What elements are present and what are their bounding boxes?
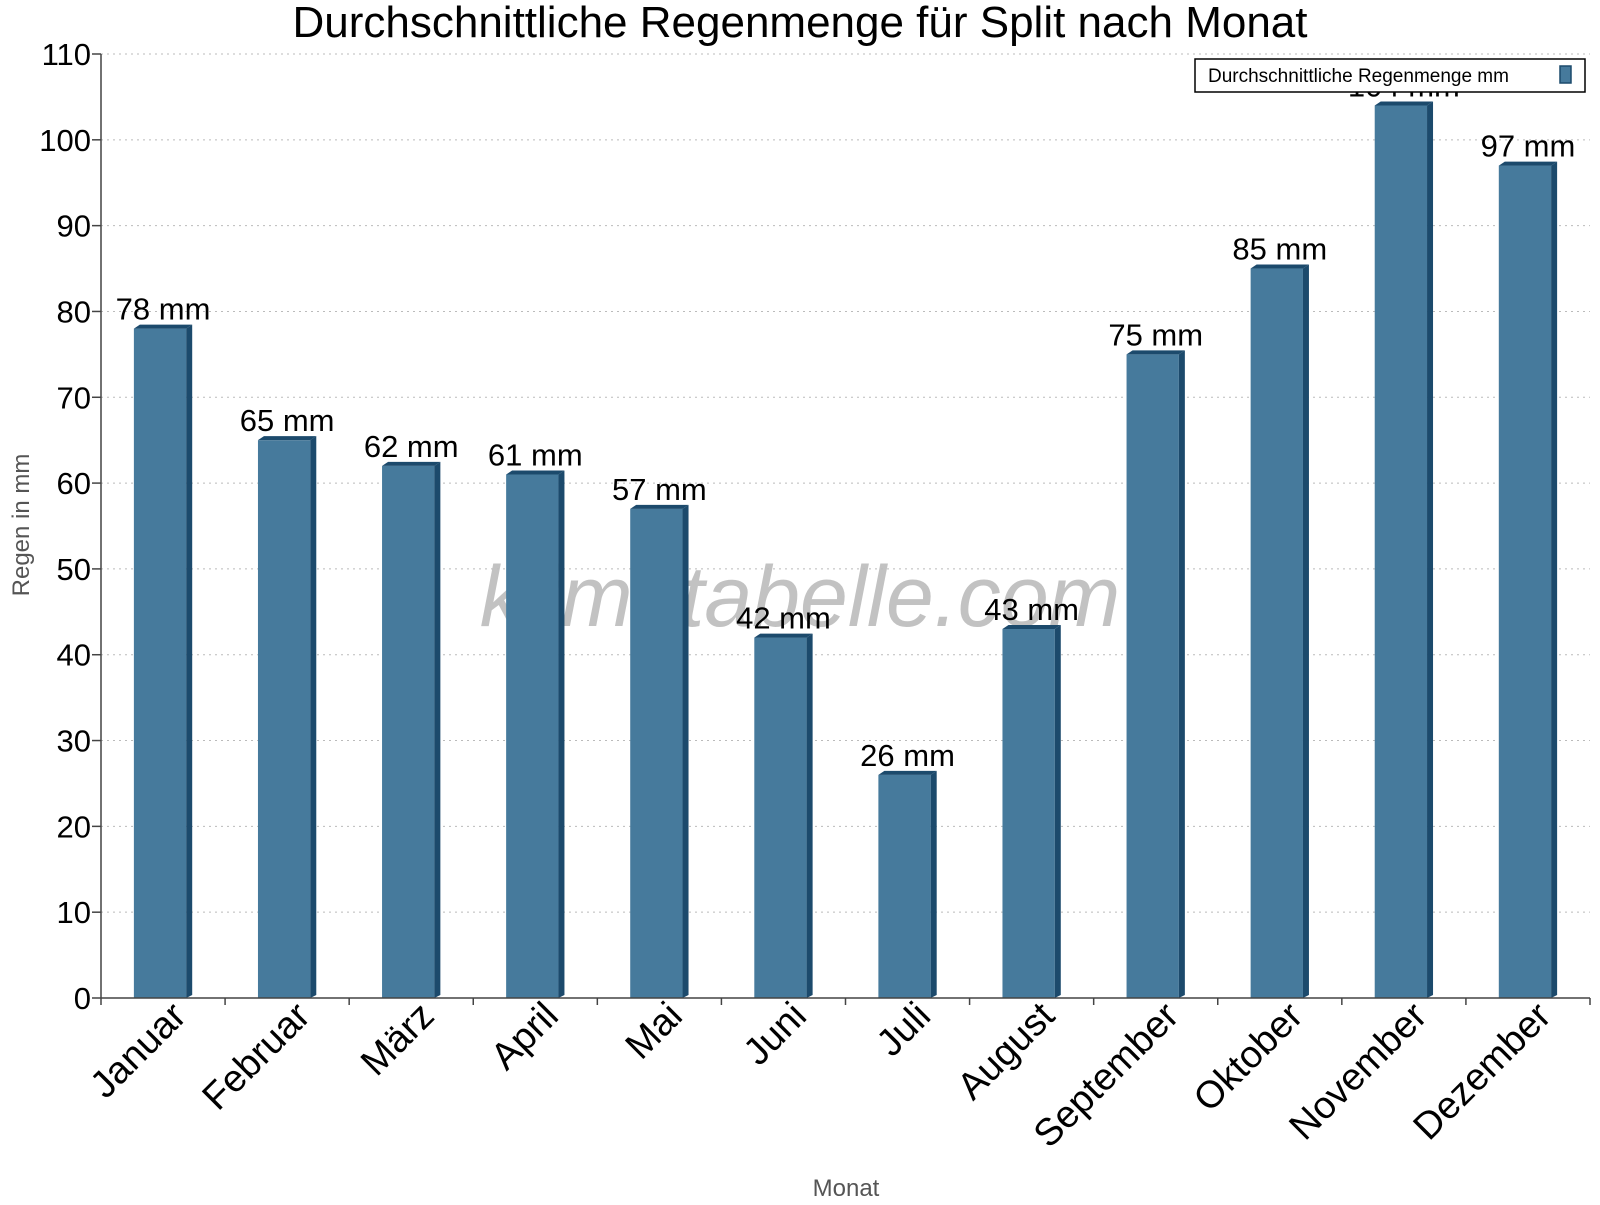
bar-value-label: 43 mm [984, 592, 1079, 627]
x-tick-label: Februar [195, 994, 319, 1118]
bar-side [930, 770, 937, 998]
y-tick-label: 30 [57, 724, 91, 759]
x-tick-label: Juli [869, 995, 939, 1065]
bar-side [434, 461, 441, 999]
bar [382, 465, 435, 999]
bar-side [682, 504, 689, 998]
bar-side [1178, 350, 1185, 998]
legend-label: Durchschnittliche Regenmenge mm [1208, 66, 1509, 87]
bar-top [1126, 350, 1185, 355]
bar-top [382, 461, 441, 466]
bar-top [257, 436, 317, 441]
bar [630, 508, 683, 998]
chart-title: Durchschnittliche Regenmenge für Split n… [293, 0, 1308, 47]
bar-top [1498, 161, 1558, 166]
legend-frame [1194, 58, 1586, 93]
bar [133, 328, 187, 999]
x-tick-label: Mai [618, 995, 691, 1068]
bar-top [133, 324, 193, 329]
bar-side [806, 633, 813, 998]
bar-top [506, 470, 565, 475]
bars [133, 101, 1558, 999]
bar-top [1250, 264, 1309, 269]
y-tick-label: 110 [42, 37, 91, 72]
bar-value-label: 97 mm [1481, 129, 1576, 164]
bar-value-label: 57 mm [612, 472, 707, 507]
y-tick-label: 50 [57, 552, 91, 587]
bar-value-label: 42 mm [736, 601, 831, 636]
bar-side [558, 470, 565, 998]
y-tick-label: 60 [57, 466, 91, 501]
bar [257, 440, 311, 998]
bar [506, 474, 559, 998]
y-tick-label: 0 [74, 981, 91, 1016]
bar [754, 637, 807, 998]
y-tick-label: 10 [57, 895, 91, 930]
y-tick-label: 40 [57, 638, 91, 673]
bar-side [1054, 624, 1061, 998]
y-tick-label: 90 [57, 209, 91, 244]
legend: Durchschnittliche Regenmenge mm [1194, 58, 1586, 93]
bar-top [754, 633, 813, 638]
bar [1126, 354, 1179, 998]
bar-value-label: 61 mm [488, 438, 583, 473]
bar-top [630, 504, 689, 509]
bar-side [310, 436, 317, 998]
x-tick-label: August [950, 994, 1064, 1108]
bar-value-label: 85 mm [1232, 232, 1327, 267]
bar-value-label: 78 mm [116, 292, 211, 327]
bar-value-label: 62 mm [364, 429, 459, 464]
x-tick-label: April [483, 995, 566, 1078]
gridlines [101, 53, 1590, 913]
bar-top [878, 770, 937, 775]
x-tick-label: Dezember [1406, 994, 1560, 1148]
bar [1498, 165, 1552, 999]
bar-side [1427, 101, 1434, 998]
legend-swatch [1559, 65, 1572, 84]
bar-side [1551, 161, 1558, 999]
bar-value-label: 75 mm [1108, 317, 1203, 352]
data-labels: 78 mm 65 mm 62 mm 61 mm 57 mm 42 mm 26 mm 43 mm… [116, 68, 1576, 772]
x-tick-label: Juni [736, 995, 815, 1074]
bar [1374, 105, 1428, 998]
x-tick-label: Oktober [1186, 994, 1312, 1120]
x-tick-label: März [353, 995, 442, 1084]
bar-value-label: 26 mm [860, 738, 955, 773]
x-axis-title: Monat [813, 1175, 880, 1200]
bar [1250, 268, 1303, 999]
y-axis-title: Regen in mm [8, 454, 35, 597]
y-tick-label: 100 [39, 123, 91, 158]
y-tick-label: 70 [57, 380, 91, 415]
bar-top [1374, 101, 1434, 106]
y-tick-label: 80 [57, 294, 91, 329]
bar-side [1302, 264, 1309, 999]
bar-value-label: 65 mm [240, 403, 335, 438]
bar-top [1002, 624, 1061, 629]
bar [1002, 628, 1055, 998]
bar [878, 774, 931, 998]
bar-side [186, 324, 193, 999]
y-tick-label: 20 [57, 809, 91, 844]
x-tick-label: Januar [83, 994, 195, 1106]
